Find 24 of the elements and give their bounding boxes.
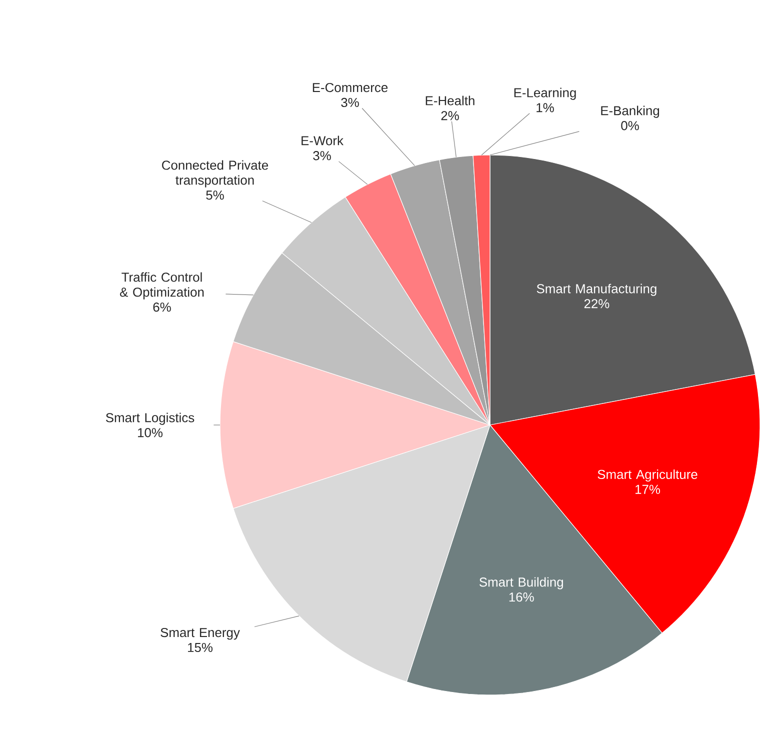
slice-label: Smart Logistics bbox=[106, 412, 194, 425]
slice-label: Smart Energy bbox=[160, 628, 240, 640]
data-label: 1% bbox=[536, 103, 554, 112]
data-label: 2% bbox=[441, 111, 459, 120]
slice-label: Connected Private transportation bbox=[162, 160, 268, 188]
slice-label: Smart Building bbox=[479, 577, 563, 590]
slice-label: E-Work bbox=[302, 136, 344, 146]
slice-label: E-Learning bbox=[514, 88, 576, 100]
data-label: 3% bbox=[341, 98, 359, 108]
data-label: 5% bbox=[206, 190, 224, 200]
data-label: 15% bbox=[188, 642, 213, 652]
slice-label: Smart Agriculture bbox=[598, 469, 698, 482]
data-label: 6% bbox=[153, 302, 171, 312]
slice-label: Traffic Control & Optimization bbox=[120, 272, 204, 300]
data-label: 22% bbox=[584, 299, 610, 308]
data-label: 10% bbox=[138, 428, 163, 438]
data-label: 17% bbox=[636, 484, 660, 494]
slice-label: E-Commerce bbox=[312, 82, 388, 92]
data-label: 3% bbox=[313, 151, 331, 160]
slice-label: Smart Manufacturing bbox=[536, 284, 656, 296]
category-label: E-Banking bbox=[601, 106, 660, 118]
slice-label: E-Health bbox=[426, 96, 474, 106]
data-label: 16% bbox=[509, 592, 534, 602]
text: 0% bbox=[621, 121, 639, 130]
